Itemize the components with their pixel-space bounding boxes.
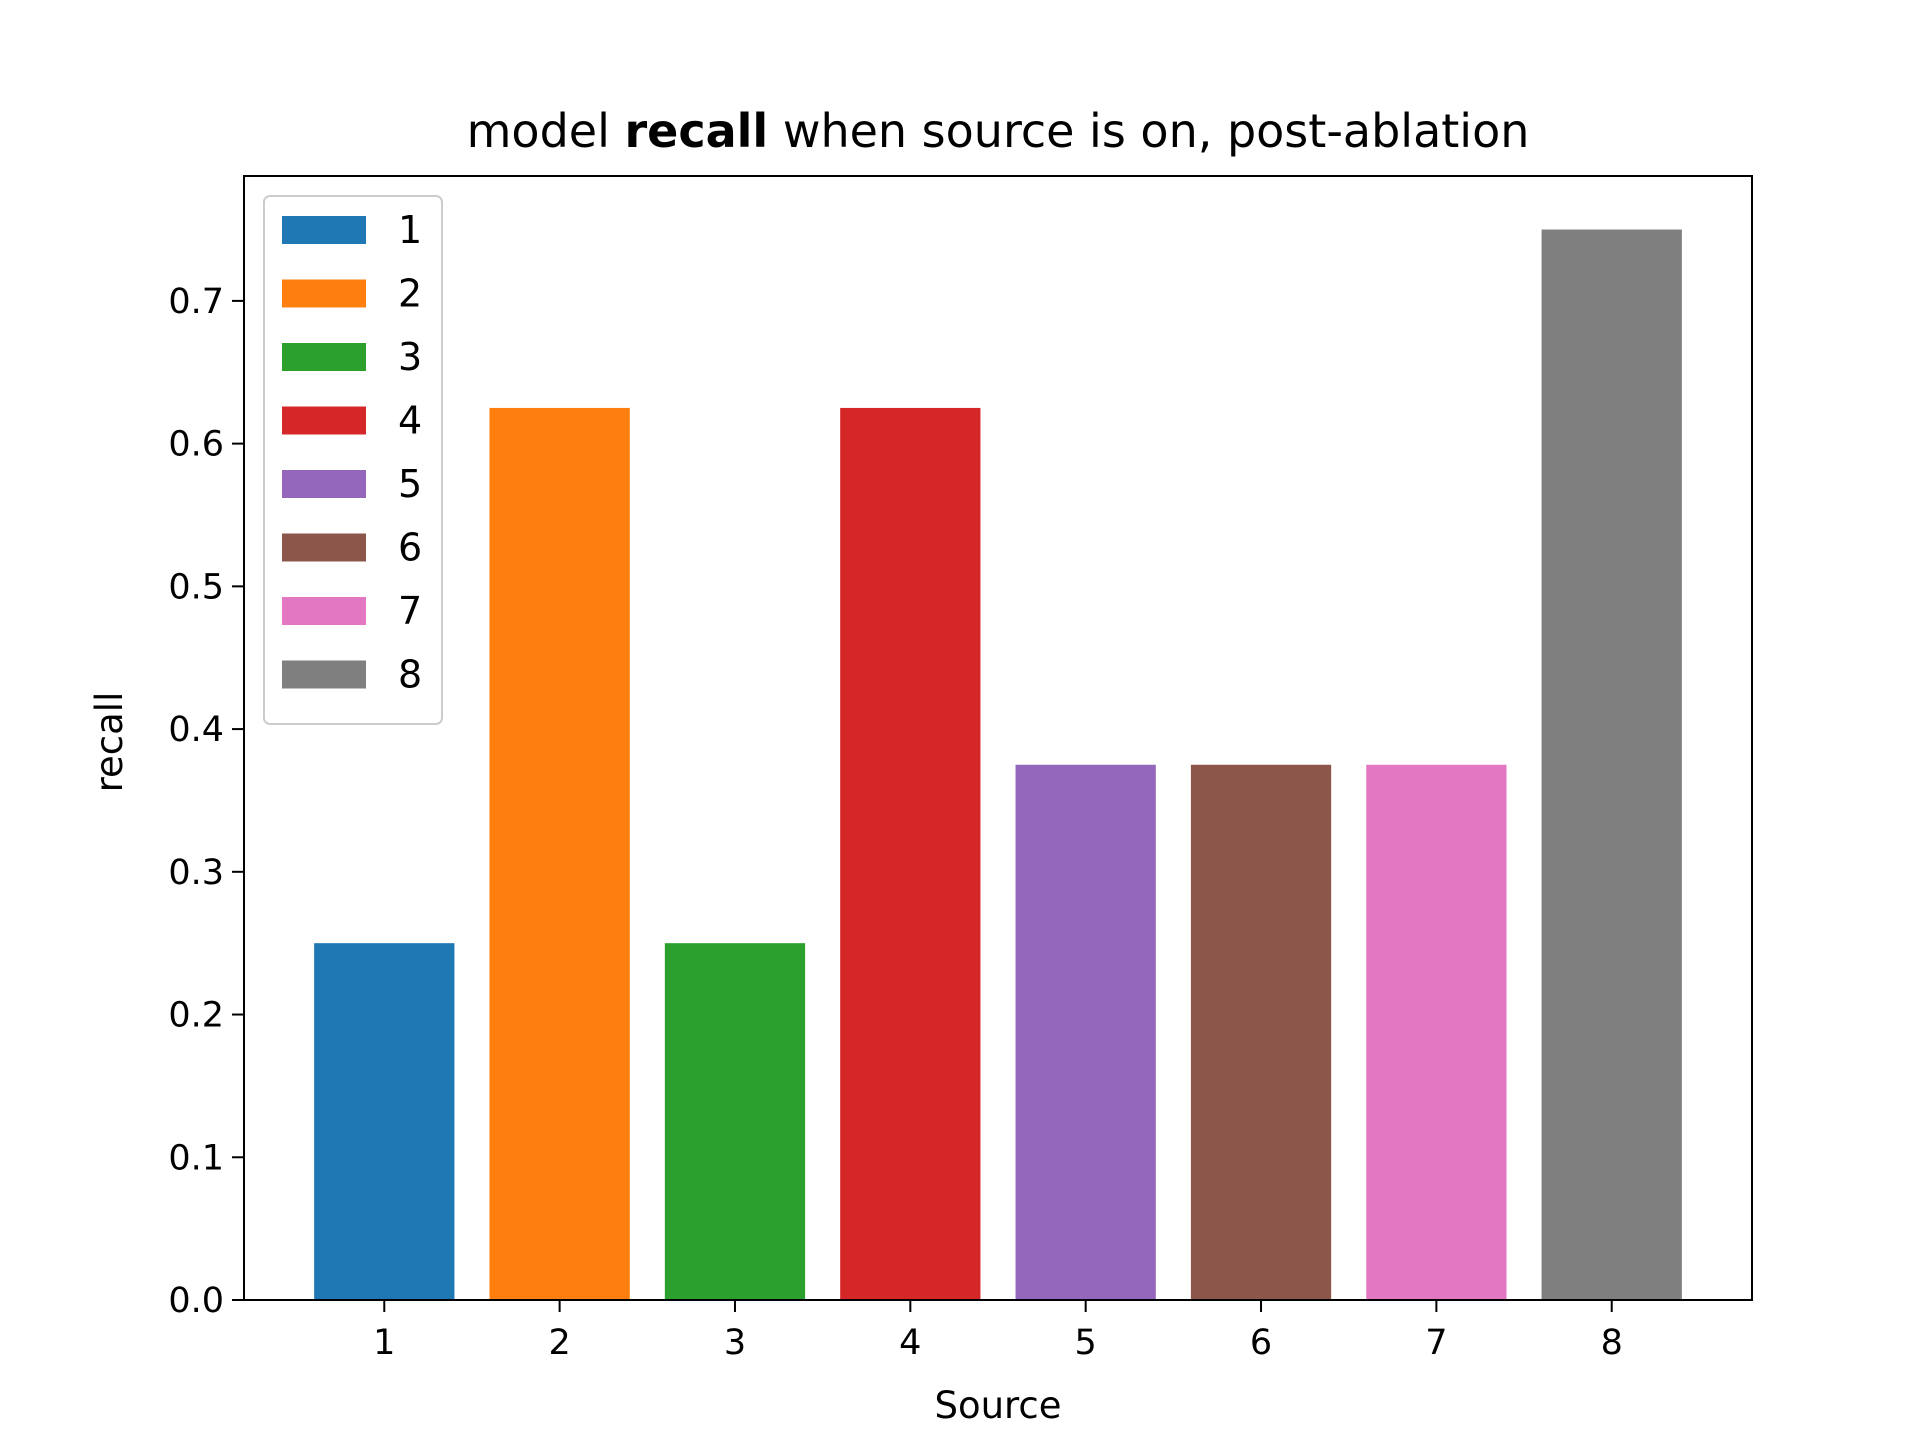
legend-label: 5 xyxy=(398,462,422,506)
x-tick-label: 3 xyxy=(724,1323,746,1363)
legend-label: 2 xyxy=(398,272,422,316)
bar-source-6 xyxy=(1190,764,1332,1300)
y-tick-label: 0.5 xyxy=(168,567,224,607)
bar-source-8 xyxy=(1541,229,1682,1300)
x-tick-label: 6 xyxy=(1250,1323,1272,1363)
legend-swatch-5 xyxy=(282,470,366,498)
y-tick-label: 0.4 xyxy=(168,710,224,750)
y-axis-label: recall xyxy=(88,692,131,793)
legend-box xyxy=(263,195,443,725)
bar-source-5 xyxy=(1015,764,1156,1300)
x-tick-label: 8 xyxy=(1601,1323,1623,1363)
chart-title: model recall when source is on, post-abl… xyxy=(467,104,1530,158)
y-tick-label: 0.3 xyxy=(168,853,224,893)
legend-swatch-1 xyxy=(282,216,366,244)
legend: 1 2 3 4 5 6 7 8 xyxy=(263,195,443,725)
x-tick-label: 4 xyxy=(899,1323,921,1363)
bar-source-2 xyxy=(489,407,630,1300)
legend-label: 4 xyxy=(398,399,422,443)
plot-frame xyxy=(243,175,1753,1301)
legend-swatch-3 xyxy=(282,343,366,371)
y-tick-label: 0.1 xyxy=(168,1138,224,1178)
legend-label: 8 xyxy=(398,653,422,697)
chart-title-part: recall xyxy=(624,104,768,158)
legend-swatch-7 xyxy=(282,597,366,625)
y-tick-label: 0.7 xyxy=(168,282,224,322)
y-tick-label: 0.6 xyxy=(168,425,224,465)
x-tick-label: 2 xyxy=(548,1323,570,1363)
legend-label: 3 xyxy=(398,335,422,379)
legend-swatch-4 xyxy=(282,406,366,435)
bar-source-1 xyxy=(314,943,455,1300)
chart-title-part: when source is on, post-ablation xyxy=(768,104,1529,158)
y-axis: 0.0 0.1 0.2 0.3 0.4 0.5 0.6 0.7 xyxy=(168,282,244,1321)
legend-swatch-2 xyxy=(282,279,366,308)
legend-swatch-6 xyxy=(282,533,366,562)
legend-label: 1 xyxy=(398,208,422,252)
x-tick-label: 1 xyxy=(373,1323,395,1363)
bar-source-3 xyxy=(664,943,806,1300)
legend-label: 6 xyxy=(398,526,422,570)
y-tick-label: 0.0 xyxy=(168,1281,224,1321)
chart-title-part: model xyxy=(467,104,625,158)
legend-swatch-8 xyxy=(282,660,366,689)
bar-source-4 xyxy=(840,407,981,1300)
legend-label: 7 xyxy=(398,589,422,633)
x-axis: 1 2 3 4 5 6 7 8 xyxy=(373,1300,1623,1363)
y-tick-label: 0.2 xyxy=(168,996,224,1036)
x-tick-label: 7 xyxy=(1425,1323,1447,1363)
bar-source-7 xyxy=(1366,764,1507,1300)
x-axis-label: Source xyxy=(934,1384,1061,1427)
bars-group xyxy=(314,229,1682,1300)
x-tick-label: 5 xyxy=(1075,1323,1097,1363)
